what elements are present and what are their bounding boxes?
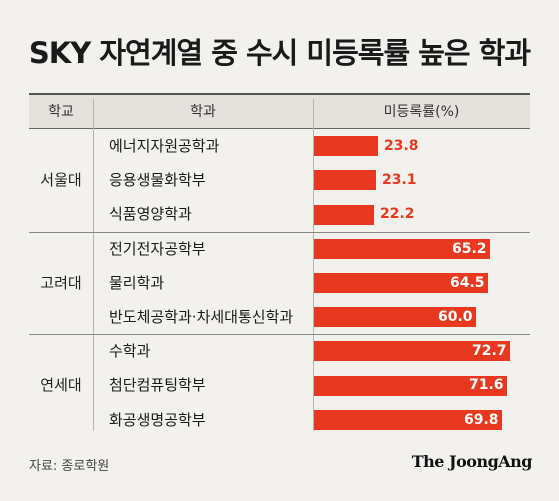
rate-bar <box>314 341 510 362</box>
rate-bar <box>314 375 507 396</box>
rate-bar <box>314 136 378 157</box>
publisher-logo: The JoongAng <box>411 452 533 471</box>
rate-bar <box>314 170 376 191</box>
dept-label: 식품영양학과 <box>109 205 192 224</box>
rate-bar <box>314 409 502 430</box>
dept-label: 첨단컴퓨팅학부 <box>109 376 206 395</box>
dept-label: 응용생물화학부 <box>109 171 206 190</box>
rate-value-label: 72.7 <box>472 343 507 360</box>
source-note: 자료: 종로학원 <box>29 459 110 474</box>
group-divider <box>29 334 530 336</box>
dept-label: 물리학과 <box>109 273 165 292</box>
rate-bar <box>314 307 476 328</box>
data-table: 학교 학과 미등록률(%) 서울대 에너지자원공학과 23.8 응용생물화학부 23.1… <box>29 93 530 431</box>
column-divider <box>93 99 94 431</box>
school-label: 연세대 <box>40 376 82 395</box>
rate-value-label: 65.2 <box>452 240 487 257</box>
school-label: 서울대 <box>40 171 82 189</box>
school-label: 고려대 <box>40 273 82 292</box>
rate-value-label: 69.8 <box>464 411 499 428</box>
header-rate: 미등록률(%) <box>383 104 460 120</box>
group-divider <box>29 231 530 233</box>
dept-label: 에너지자원공학과 <box>109 137 220 155</box>
rate-value-label: 71.6 <box>469 377 504 394</box>
rate-bar <box>314 204 374 225</box>
header-dept: 학과 <box>190 104 216 120</box>
dept-label: 화공생명공학부 <box>109 410 206 429</box>
dept-label: 반도체공학과·차세대통신학과 <box>109 308 294 326</box>
rate-bar <box>314 272 488 293</box>
dept-label: 전기전자공학부 <box>109 239 206 258</box>
rate-value-label: 23.8 <box>384 138 419 154</box>
dept-label: 수학과 <box>109 342 151 361</box>
rate-value-label: 23.1 <box>382 172 417 189</box>
column-divider <box>313 99 314 431</box>
header-school: 학교 <box>48 104 74 120</box>
rate-value-label: 64.5 <box>450 274 485 291</box>
rate-value-label: 60.0 <box>438 309 473 325</box>
rate-value-label: 22.2 <box>380 206 415 223</box>
table-header: 학교 학과 미등록률(%) <box>29 93 530 129</box>
chart-title: SKY 자연계열 중 수시 미등록률 높은 학과 <box>28 36 531 70</box>
rate-bar <box>314 238 490 259</box>
